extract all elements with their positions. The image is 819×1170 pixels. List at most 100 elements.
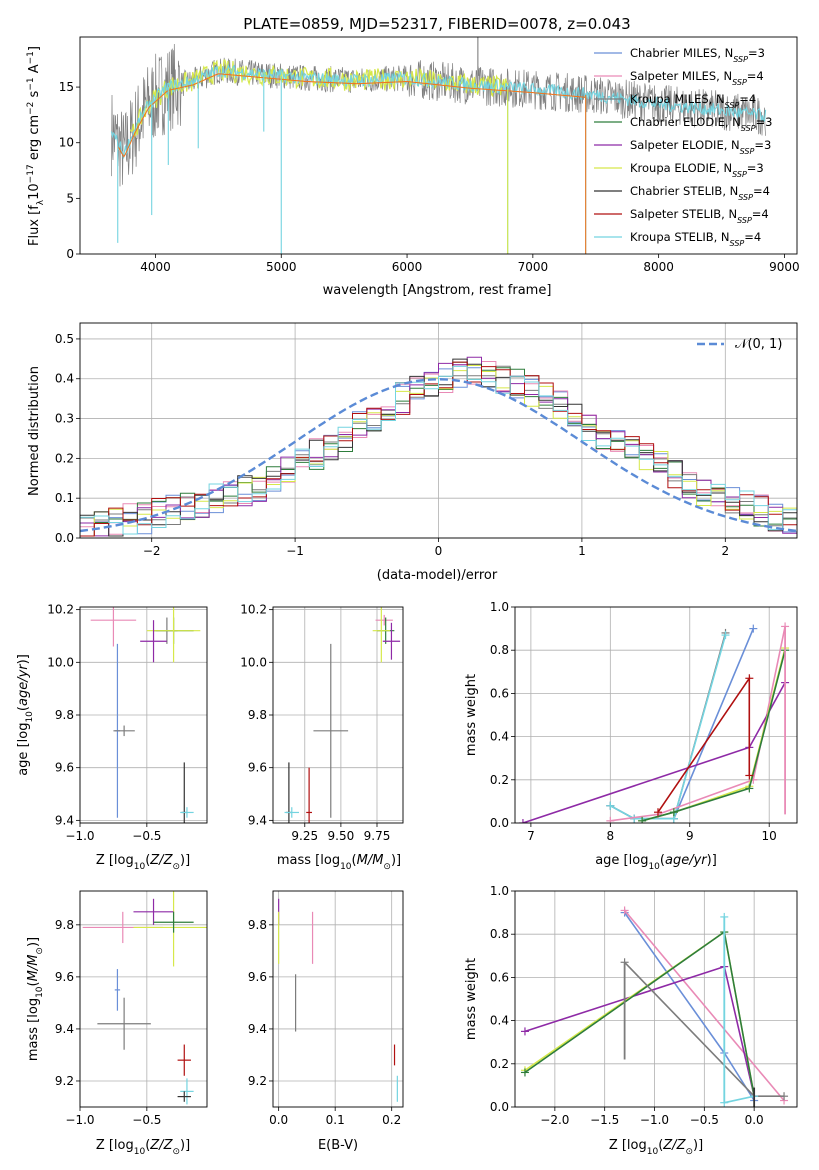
axes-frame (79, 606, 208, 824)
label-part: 10 (134, 1147, 146, 1157)
legend-text-part: =4 (747, 69, 764, 83)
tick-label-y: 9.4 (55, 813, 74, 827)
label-part: ( (352, 853, 357, 868)
label-part: ⊙ (172, 1147, 180, 1157)
label-part: age [log (16, 723, 31, 776)
plot-age_vs_Z: −1.0 −0.59.49.69.810.010.2Z [log10(Z/Z⊙)]… (16, 603, 208, 872)
figure-title: PLATE=0859, MJD=52317, FIBERID=0078, z=0… (243, 15, 630, 33)
label-part: ] (27, 46, 42, 51)
tick-label-x: −1.0 (640, 1113, 669, 1127)
plot-mass_vs_ebv: 0.0 0.1 0.2 9.2 9.4 9.6 9.8 E(B-V) (248, 890, 404, 1153)
label-part: M/M (26, 955, 41, 982)
axes-frame (514, 606, 798, 824)
legend-text-part: Kroupa ELODIE, N (630, 161, 732, 175)
x-axis-label: Z [log10(Z/Z⊙)] (609, 1138, 703, 1157)
label-part: ⊙ (172, 862, 180, 872)
label-part: 10 (27, 183, 42, 200)
tick-label-y: 9.6 (248, 970, 267, 984)
legend-text-part: SSP (740, 147, 755, 156)
tick-label-y: 0.2 (55, 451, 74, 465)
label-part: age/yr (16, 663, 31, 706)
y-axis-label: mass weight (464, 674, 479, 756)
tick-label-y: 9.6 (248, 761, 267, 775)
legend-entry: Salpeter MILES, NSSP=4 (630, 69, 764, 87)
tick-label-y: 10 (59, 136, 74, 150)
tick-label-x: −2.0 (540, 1113, 569, 1127)
x-axis-label: Z [log10(Z/Z⊙)] (96, 853, 190, 872)
tick-label-y: 10.0 (240, 655, 267, 669)
plot-area (110, 37, 767, 254)
tick-label-x: 9 (686, 829, 694, 843)
label-part: Z/Z (149, 1138, 173, 1153)
tick-label-y: 9.6 (55, 761, 74, 775)
legend-text-part: SSP (732, 78, 747, 87)
legend-text-part: SSP (733, 55, 748, 64)
tick-label-y: 1.0 (490, 884, 509, 898)
tick-label-x: 2 (721, 544, 729, 558)
tick-label-y: 10.2 (47, 603, 74, 617)
legend-text-part: =3 (748, 46, 765, 60)
tick-label-x: −0.5 (690, 1113, 719, 1127)
legend-entry: Kroupa STELIB, NSSP=4 (630, 230, 761, 248)
tick-label-x: −1.5 (590, 1113, 619, 1127)
tick-label-x: −1.0 (65, 1113, 94, 1127)
legend-text-part: Chabrier ELODIE, N (630, 115, 741, 129)
tick-label-y: 15 (59, 80, 74, 94)
tick-label-y: 9.2 (55, 1074, 74, 1088)
label-part: ( (145, 1138, 150, 1153)
label-part: ⊙ (383, 862, 391, 872)
tick-label-x: 8000 (643, 260, 674, 274)
legend-text-part: =4 (753, 184, 770, 198)
series-line (641, 649, 786, 822)
legend-text-part: SSP (737, 216, 752, 225)
tick-label-y: 0.8 (490, 927, 509, 941)
label-part: M/M (357, 853, 384, 868)
label-part: −1 (26, 77, 36, 90)
y-axis-label: age [log10(age/yr)] (16, 654, 35, 776)
tick-label-x: 0.1 (326, 1113, 345, 1127)
label-part: ( (660, 853, 665, 868)
tick-label-y: 0.4 (490, 1014, 509, 1028)
label-part: )] (707, 853, 717, 868)
tick-label-y: 1.0 (490, 600, 509, 614)
label-part: 10 (134, 862, 146, 872)
x-axis-label: Z [log10(Z/Z⊙)] (96, 1138, 190, 1157)
plot-area (284, 607, 401, 823)
label-part: ⊙ (685, 1147, 693, 1157)
tick-label-x: 9.75 (364, 829, 391, 843)
x-axis-label: mass [log10(M/M⊙)] (277, 853, 401, 872)
tick-label-x: 10 (762, 829, 777, 843)
tick-label-y: 0.0 (490, 816, 509, 830)
label-part: )] (693, 1138, 703, 1153)
axes-frame (514, 890, 798, 1108)
legend-text-part: Chabrier STELIB, N (630, 184, 738, 198)
label-part: 10 (340, 862, 352, 872)
tick-label-y: 9.6 (55, 970, 74, 984)
tick-label-x: 1 (578, 544, 586, 558)
legend-text-part: =4 (752, 207, 769, 221)
tick-label-y: 9.4 (248, 813, 267, 827)
legend-text-part: =3 (754, 138, 771, 152)
tick-label-x: 5000 (266, 260, 297, 274)
tick-label-y: 0.6 (490, 686, 509, 700)
tick-label-x: −1 (286, 544, 304, 558)
tick-label-x: 0.0 (745, 1113, 764, 1127)
label-part: s (27, 90, 42, 101)
tick-label-x: 9.25 (291, 829, 318, 843)
legend-entry: Kroupa MILES, NSSP=4 (630, 92, 756, 110)
plot-area (520, 906, 789, 1107)
tick-label-x: 7000 (518, 260, 549, 274)
label-part: Flux [f (27, 205, 42, 246)
x-axis-label: (data-model)/error (377, 568, 498, 583)
tick-label-x: 0 (435, 544, 443, 558)
label-part: 10 (648, 862, 660, 872)
label-part: Z/Z (149, 853, 173, 868)
legend-entry: Salpeter STELIB, NSSP=4 (630, 207, 769, 225)
legend-text-part: SSP (725, 101, 740, 110)
label-part: )] (26, 937, 41, 947)
label-part: Z [log (609, 1138, 647, 1153)
tick-label-y: 0.2 (490, 773, 509, 787)
label-part: −1 (26, 51, 36, 64)
